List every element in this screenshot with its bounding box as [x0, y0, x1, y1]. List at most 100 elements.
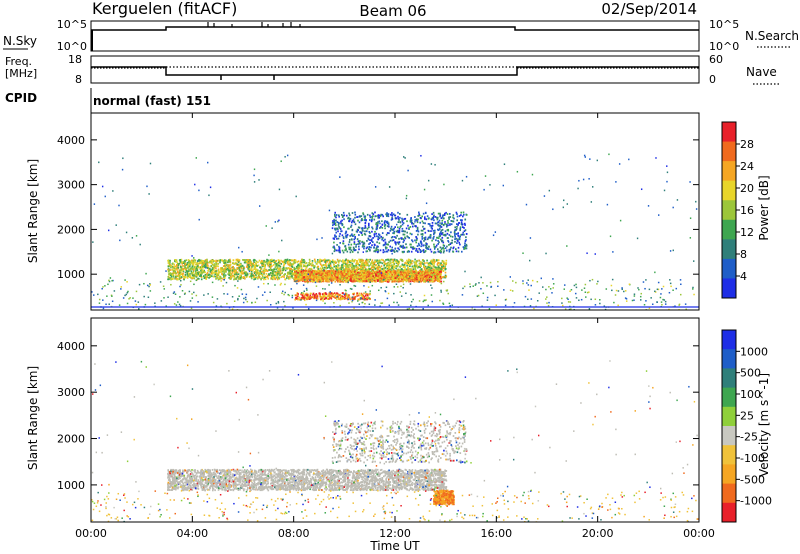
- echo-cell: [322, 264, 325, 266]
- echo-cell: [355, 276, 358, 279]
- echo-cell: [189, 260, 191, 263]
- echo-cell: [456, 213, 458, 215]
- echo-cell: [408, 261, 410, 263]
- echo-cell: [432, 229, 435, 232]
- echo-cell: [302, 274, 305, 277]
- echo-cell: [410, 268, 413, 270]
- echo-cell: [245, 271, 247, 274]
- echo-cell: [337, 260, 339, 263]
- echo-cell: [291, 273, 294, 275]
- echo-cell: [419, 261, 422, 263]
- echo-cell: [346, 234, 348, 237]
- echo-cell: [425, 245, 428, 248]
- echo-cell: [341, 273, 344, 276]
- echo-cell: [374, 230, 376, 233]
- echo-cell: [372, 266, 374, 269]
- echo-cell: [329, 275, 331, 278]
- echo-cell: [428, 276, 430, 279]
- echo-cell: [386, 243, 388, 246]
- echo-cell: [430, 226, 433, 229]
- echo-cell: [399, 277, 401, 280]
- echo-cell: [392, 239, 395, 241]
- echo-cell: [444, 262, 446, 265]
- echo-cell: [449, 235, 452, 238]
- echo-cell: [311, 270, 313, 273]
- echo-cell: [379, 272, 381, 275]
- echo-cell: [372, 237, 374, 239]
- echo-cell: [362, 259, 365, 262]
- echo-cell: [323, 268, 325, 271]
- echo-cell: [297, 280, 300, 283]
- echo-cell: [415, 230, 418, 232]
- echo-cell: [419, 221, 421, 224]
- echo-cell: [339, 228, 342, 230]
- echo-cell: [338, 251, 341, 253]
- echo-cell: [456, 215, 459, 218]
- echo-cell: [354, 211, 356, 214]
- echo-cell: [212, 267, 215, 269]
- echo-cell: [207, 274, 210, 276]
- echo-cell: [245, 273, 247, 276]
- echo-cell: [393, 227, 395, 230]
- echo-cell: [294, 276, 296, 279]
- echo-cell: [379, 280, 381, 283]
- echo-cell: [383, 274, 385, 277]
- echo-cell: [314, 260, 316, 262]
- echo-cell: [307, 264, 310, 266]
- echo-cell: [353, 241, 356, 243]
- echo-cell: [351, 258, 354, 261]
- echo-cell: [338, 272, 341, 275]
- echo-cell: [276, 265, 279, 268]
- echo-cell: [394, 270, 397, 273]
- echo-cell: [438, 266, 440, 269]
- echo-cell: [242, 276, 245, 278]
- echo-cell: [347, 280, 350, 282]
- echo-cell: [229, 271, 231, 274]
- echo-cell: [287, 267, 290, 269]
- echo-cell: [317, 268, 320, 270]
- echo-cell: [356, 260, 358, 263]
- echo-cell: [412, 268, 415, 271]
- echo-cell: [200, 267, 202, 270]
- echo-cell: [443, 276, 446, 279]
- echo-cell: [221, 269, 223, 272]
- echo-cell: [439, 266, 441, 269]
- echo-cell: [225, 266, 227, 269]
- echo-cell: [420, 240, 422, 243]
- echo-cell: [209, 260, 212, 263]
- echo-cell: [262, 263, 264, 266]
- echo-cell: [436, 263, 439, 266]
- echo-cell: [281, 268, 284, 271]
- echo-cell: [369, 249, 371, 252]
- echo-cell: [455, 229, 457, 231]
- echo-cell: [354, 249, 357, 251]
- echo-cell: [455, 211, 458, 214]
- power-data: [91, 153, 699, 310]
- echo-cell: [353, 220, 355, 223]
- echo-cell: [186, 270, 188, 272]
- echo-cell: [437, 250, 440, 253]
- echo-cell: [191, 267, 193, 270]
- echo-cell: [442, 265, 445, 267]
- echo-cell: [437, 269, 440, 271]
- echo-cell: [334, 211, 336, 214]
- echo-cell: [362, 268, 364, 270]
- echo-cell: [345, 235, 347, 237]
- echo-cell: [388, 225, 390, 228]
- echo-cell: [191, 260, 193, 263]
- echo-cell: [316, 266, 319, 269]
- echo-cell: [382, 277, 384, 279]
- echo-cell: [394, 217, 397, 219]
- echo-cell: [222, 260, 225, 263]
- echo-cell: [340, 230, 342, 233]
- echo-cell: [184, 259, 186, 262]
- echo-cell: [238, 276, 241, 279]
- echo-cell: [355, 280, 358, 282]
- echo-cell: [416, 265, 418, 268]
- echo-cell: [236, 263, 239, 266]
- echo-cell: [300, 264, 303, 266]
- echo-cell: [395, 230, 398, 233]
- echo-cell: [328, 266, 330, 269]
- echo-cell: [170, 266, 172, 269]
- echo-cell: [291, 259, 293, 262]
